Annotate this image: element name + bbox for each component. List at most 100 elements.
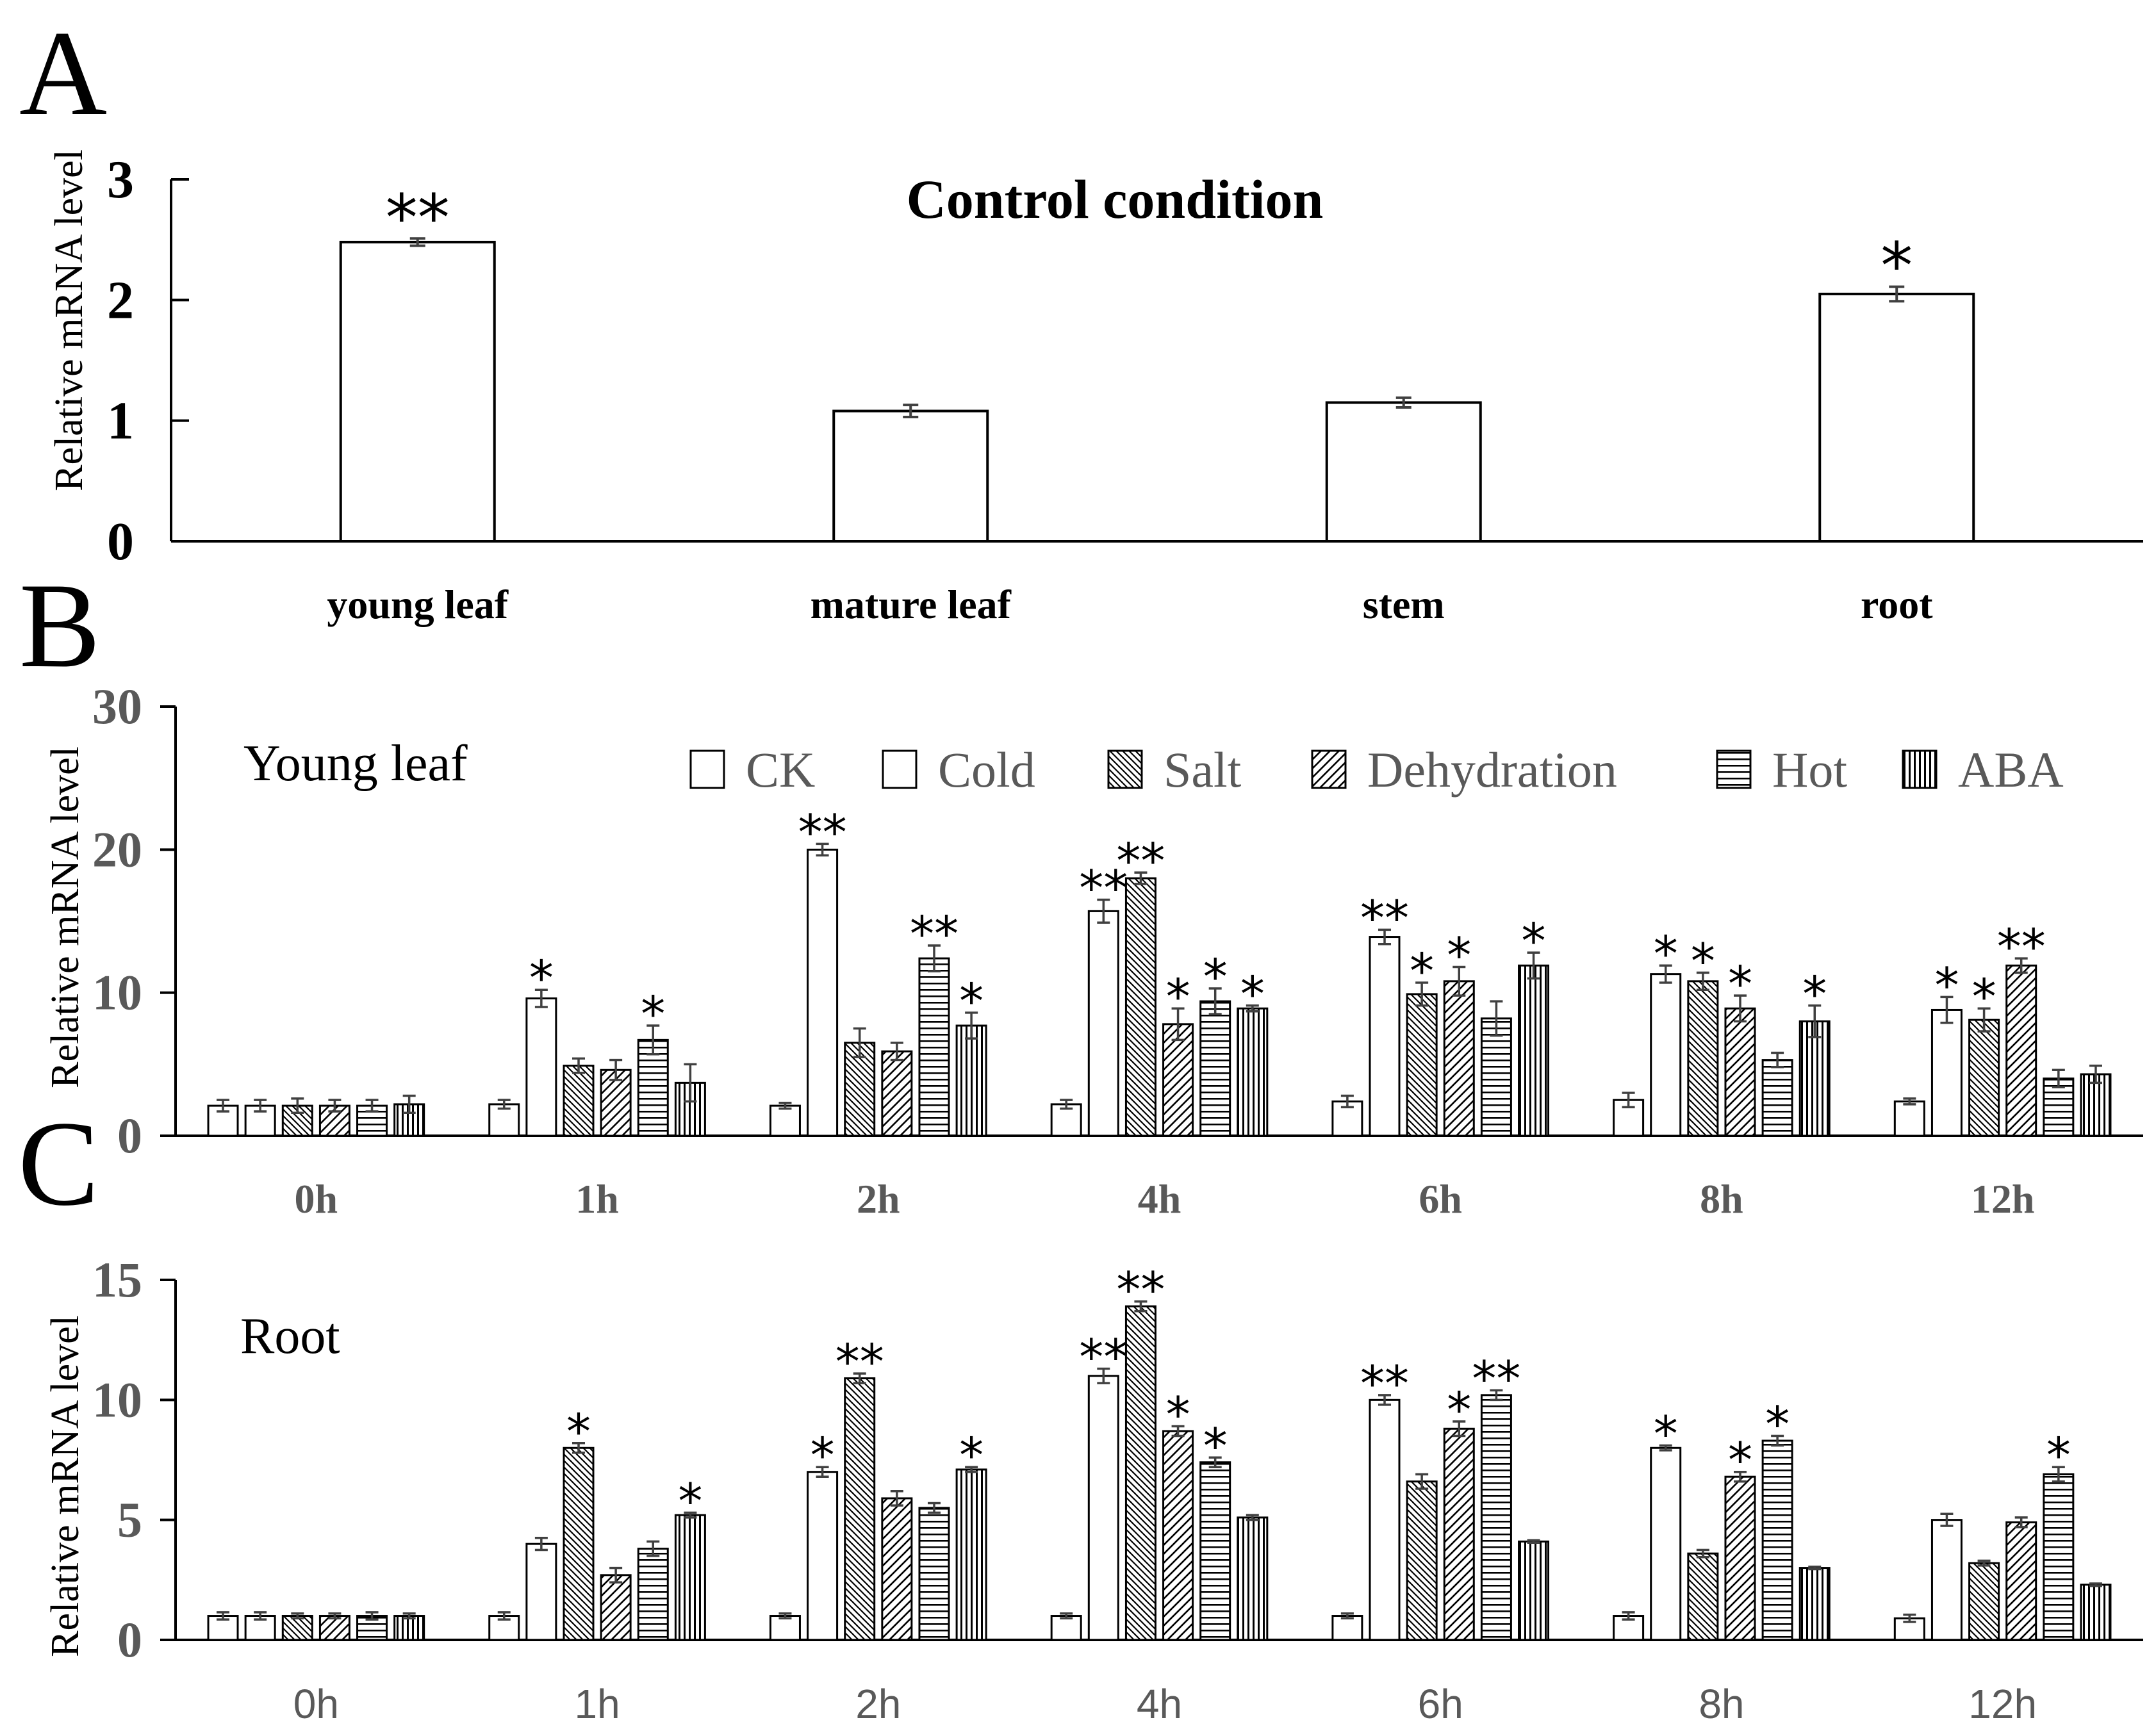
panel-b-significance-label: * (1522, 912, 1546, 969)
panel-c-bar-cold-6h (1369, 1398, 1401, 1641)
panel-b-category-label: 12h (1971, 1176, 2035, 1222)
panel-c-bar-hot-8h (1761, 1439, 1793, 1641)
panel-b-significance-label: ** (910, 905, 959, 962)
panel-c-significance-label: ** (1360, 1355, 1409, 1412)
panel-c-significance-label: * (566, 1403, 591, 1460)
panel-c-significance-label: * (2046, 1427, 2071, 1484)
panel-b-category-label: 1h (575, 1176, 619, 1222)
panel-b-significance-label: * (1166, 968, 1190, 1025)
legend-swatch-dehydration (1311, 749, 1347, 789)
panel-b-bar-aba-12h (2080, 1073, 2112, 1137)
panel-c-bar-salt-0h (281, 1615, 313, 1641)
panel-a-significance-label: * (1880, 229, 1913, 304)
panel-c-bar-aba-6h (1518, 1540, 1550, 1641)
panel-c-bar-dehydration-4h (1162, 1430, 1194, 1641)
panel-c-title: Root (240, 1308, 340, 1364)
panel-b-significance-label: * (1203, 948, 1228, 1005)
panel-c-bar-dehydration-2h (881, 1497, 913, 1641)
panel-b-bar-salt-6h (1406, 993, 1438, 1137)
panel-c-bar-aba-8h (1798, 1567, 1831, 1641)
panel-a-bar-stem (1325, 401, 1482, 543)
panel-a-category-label: young leaf (327, 582, 508, 627)
legend-label-ck: CK (746, 742, 815, 798)
panel-b-bar-hot-4h (1199, 1000, 1231, 1137)
panel-c-bar-ck-6h (1331, 1615, 1363, 1641)
panel-c-category-label: 4h (1137, 1681, 1182, 1727)
panel-b-significance-label: * (1934, 956, 1959, 1013)
panel-b-bar-cold-2h (807, 848, 839, 1137)
panel-b-bar-cold-8h (1650, 973, 1682, 1137)
panel-c-bar-dehydration-6h (1443, 1427, 1475, 1641)
legend: CK Cold Salt Dehydration Hot ABA (689, 742, 2064, 798)
panel-c-bar-salt-6h (1406, 1480, 1438, 1641)
panel-c-significance-label: * (1203, 1417, 1228, 1474)
panel-c-significance-label: * (1728, 1432, 1752, 1489)
panel-c-significance-label: * (1166, 1386, 1190, 1443)
panel-b-bar-hot-1h (637, 1038, 669, 1137)
panel-a-bar-young-leaf (339, 240, 496, 543)
panel-b-significance-label: * (959, 972, 983, 1029)
panel-b-bar-salt-8h (1687, 980, 1719, 1137)
panel-c-significance-label: * (1654, 1405, 1678, 1462)
panel-c-bar-dehydration-0h (318, 1615, 350, 1641)
panel-c-bar-aba-0h (393, 1615, 425, 1641)
panel-a-marks: ** young leaf mature leaf stem * root (327, 180, 1975, 627)
panel-b-significance-label: * (1691, 932, 1715, 989)
panel-c-significance-label: * (959, 1427, 983, 1484)
panel-a-y-tick-label: 2 (107, 270, 134, 330)
panel-b-bar-salt-4h (1124, 877, 1156, 1137)
panel-c-bar-salt-8h (1687, 1552, 1719, 1641)
panel-letter-a: A (19, 6, 107, 141)
panel-c-bar-cold-12h (1930, 1519, 1963, 1641)
panel-b-bar-cold-4h (1087, 910, 1119, 1137)
panel-c-bar-salt-1h (563, 1446, 595, 1641)
panel-c-bar-dehydration-8h (1724, 1475, 1756, 1641)
panel-c-bar-aba-4h (1237, 1516, 1269, 1641)
panel-b-bar-dehydration-12h (2005, 964, 2037, 1137)
panel-b-significance-label: * (1802, 965, 1827, 1022)
panel-b-bar-cold-12h (1930, 1008, 1963, 1137)
panel-c-y-tick-label: 15 (92, 1252, 142, 1307)
panel-a-title: Control condition (907, 168, 1324, 230)
panel-b-category-label: 2h (857, 1176, 900, 1222)
panel-a-y-tick-label: 0 (107, 512, 134, 571)
panel-a-significance-label: ** (386, 180, 450, 255)
panel-b-significance-label: ** (1116, 832, 1165, 889)
panel-b-bar-aba-2h (955, 1024, 987, 1137)
panel-c-bar-ck-2h (769, 1615, 801, 1641)
panel-c-y-tick-label: 5 (117, 1492, 142, 1548)
panel-b-bar-hot-2h (918, 957, 950, 1137)
panel-c-significance-label: * (678, 1472, 702, 1529)
panel-a-axes: 0 1 2 3 (107, 150, 2143, 571)
panel-b-significance-label: ** (1360, 889, 1409, 946)
legend-label-cold: Cold (938, 742, 1035, 798)
panel-c-category-label: 1h (574, 1681, 620, 1727)
panel-b-y-tick-label: 30 (92, 678, 142, 734)
panel-b-bar-cold-1h (525, 997, 557, 1137)
panel-b-category-label: 4h (1138, 1176, 1181, 1222)
panel-a-bar-mature-leaf (832, 409, 989, 543)
panel-c-bar-hot-4h (1199, 1461, 1231, 1641)
panel-c-bar-salt-2h (844, 1377, 876, 1641)
panel-letter-c: C (18, 1097, 99, 1231)
panel-b-significance-label: * (1447, 926, 1471, 983)
panel-c-category-label: 8h (1699, 1681, 1744, 1727)
panel-c-bar-dehydration-1h (600, 1574, 632, 1641)
panel-b-bar-aba-6h (1518, 964, 1550, 1137)
panel-c-bar-ck-4h (1050, 1615, 1082, 1641)
panel-b-category-label: 0h (295, 1176, 338, 1222)
legend-label-dehydration: Dehydration (1367, 742, 1617, 798)
panel-c-category-label: 0h (293, 1681, 339, 1727)
panel-c-y-tick-label: 0 (117, 1612, 142, 1667)
legend-label-aba: ABA (1958, 742, 2064, 798)
panel-b-bar-ck-2h (769, 1104, 801, 1137)
panel-c-significance-label: ** (1079, 1329, 1128, 1386)
legend-label-hot: Hot (1772, 742, 1847, 798)
panel-c-bar-hot-1h (637, 1548, 669, 1641)
legend-swatch-hot (1716, 749, 1752, 789)
panel-a-ylabel: Relative mRNA level (47, 149, 91, 491)
panel-c-significance-label: * (1765, 1396, 1790, 1453)
panel-c-bar-salt-12h (1968, 1562, 2000, 1641)
panel-b-bar-salt-1h (563, 1065, 595, 1137)
